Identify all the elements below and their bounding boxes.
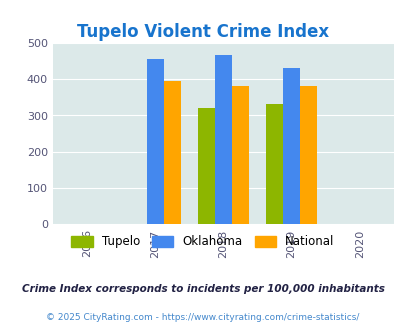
Text: Tupelo Violent Crime Index: Tupelo Violent Crime Index	[77, 23, 328, 41]
Legend: Tupelo, Oklahoma, National: Tupelo, Oklahoma, National	[66, 231, 339, 253]
Text: Crime Index corresponds to incidents per 100,000 inhabitants: Crime Index corresponds to incidents per…	[21, 284, 384, 294]
Bar	[214, 54, 231, 224]
Bar	[231, 86, 248, 224]
Bar	[163, 81, 180, 224]
Text: © 2025 CityRating.com - https://www.cityrating.com/crime-statistics/: © 2025 CityRating.com - https://www.city…	[46, 313, 359, 322]
Bar	[265, 104, 282, 224]
Bar	[299, 86, 316, 224]
Bar	[282, 68, 299, 224]
Bar	[146, 58, 163, 224]
Bar	[197, 108, 214, 224]
